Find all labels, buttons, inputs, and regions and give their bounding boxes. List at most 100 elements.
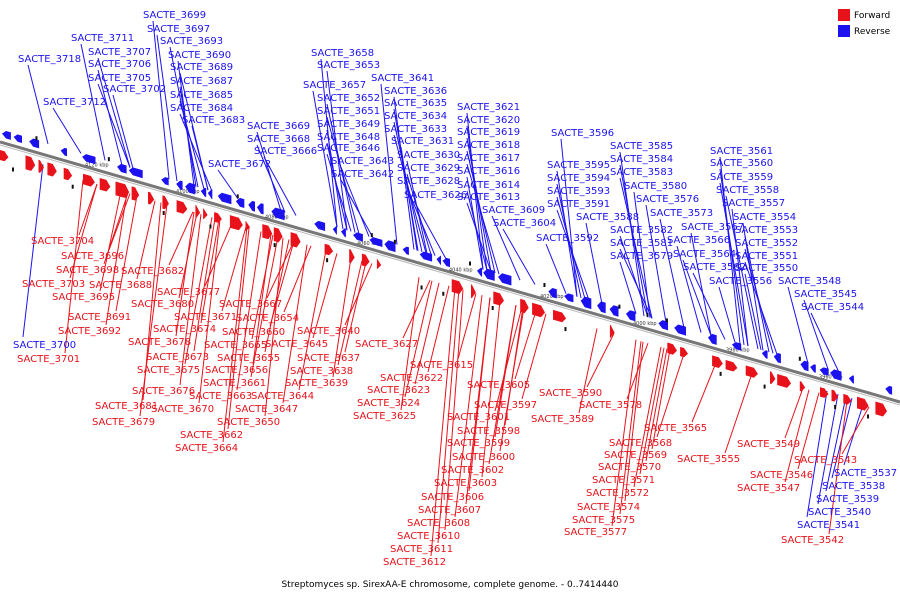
- gene-label: SACTE_3662: [180, 430, 243, 441]
- gene-label: SACTE_3663: [189, 391, 252, 402]
- leader-line-forward: [108, 193, 131, 251]
- reverse-gene-arrow: [353, 232, 363, 242]
- gene-label: SACTE_3620: [457, 115, 520, 126]
- gene-label: SACTE_3572: [586, 488, 649, 499]
- gene-label: SACTE_3567: [681, 222, 744, 233]
- leader-line-forward: [184, 217, 213, 365]
- gene-label: SACTE_3597: [474, 400, 537, 411]
- leader-line-reverse: [22, 164, 44, 338]
- gene-label: SACTE_3545: [794, 289, 857, 300]
- gene-label: SACTE_3548: [778, 276, 841, 287]
- leader-line-forward: [514, 310, 537, 380]
- gene-label: SACTE_3598: [457, 426, 520, 437]
- leader-line-forward: [337, 260, 363, 366]
- chromosome-backbone: [0, 140, 900, 404]
- leader-line-reverse: [744, 273, 762, 350]
- leader-line-forward: [236, 231, 262, 391]
- leader-line-forward: [266, 240, 295, 299]
- reverse-gene-arrow: [761, 350, 768, 359]
- forward-gene-arrow: [712, 355, 723, 368]
- gene-label: SACTE_3547: [737, 483, 800, 494]
- leader-line-reverse: [312, 90, 338, 228]
- forward-gene-arrow: [131, 186, 140, 201]
- reverse-gene-arrow: [810, 364, 816, 373]
- gene-label: SACTE_3669: [247, 121, 310, 132]
- leader-line-forward: [457, 293, 477, 360]
- backbone-shadow: [0, 144, 900, 406]
- forward-gene-arrow: [520, 298, 529, 314]
- leader-line-reverse: [744, 261, 778, 355]
- forward-gene-arrow: [0, 150, 9, 162]
- gene-label: SACTE_3630: [397, 150, 460, 161]
- leader-line-reverse: [682, 259, 712, 336]
- gene-label: SACTE_3664: [175, 443, 238, 454]
- reverse-gene-arrow: [708, 333, 717, 345]
- feature-mark: [867, 414, 870, 419]
- leader-line-forward: [402, 280, 431, 339]
- gene-label: SACTE_3702: [103, 84, 166, 95]
- gene-label: SACTE_3705: [88, 73, 151, 84]
- gene-label: SACTE_3667: [219, 299, 282, 310]
- gene-label: SACTE_3601: [447, 412, 510, 423]
- gene-label: SACTE_3697: [147, 24, 210, 35]
- gene-label: SACTE_3566: [667, 235, 730, 246]
- leader-line-forward: [332, 257, 352, 378]
- reverse-gene-arrow: [402, 246, 409, 255]
- reverse-gene-arrow: [773, 353, 781, 364]
- tick-label: 4040 kbp: [449, 268, 473, 274]
- gene-label: SACTE_3640: [297, 326, 360, 337]
- reverse-gene-arrow: [13, 134, 22, 143]
- leader-line-reverse: [191, 125, 209, 191]
- feature-mark: [798, 356, 801, 361]
- gene-label: SACTE_3647: [235, 404, 298, 415]
- leader-line-forward: [193, 218, 216, 352]
- reverse-gene-arrow: [483, 268, 495, 281]
- forward-gene-arrow: [667, 342, 677, 355]
- gene-label: SACTE_3552: [735, 238, 798, 249]
- leader-line-forward: [691, 362, 717, 423]
- gene-label: SACTE_3619: [457, 127, 520, 138]
- reverse-gene-arrow: [248, 200, 255, 212]
- leader-line-reverse: [152, 20, 170, 179]
- gene-label: SACTE_3650: [217, 417, 280, 428]
- leader-line-forward: [312, 253, 338, 339]
- gene-label: SACTE_3712: [43, 97, 106, 108]
- leader-line-reverse: [112, 94, 134, 169]
- leader-line-forward: [586, 333, 615, 388]
- leader-line-reverse: [585, 222, 603, 305]
- feature-mark: [420, 285, 423, 290]
- leader-line-reverse: [156, 34, 178, 182]
- leader-line-reverse: [502, 228, 536, 285]
- reverse-gene-arrow: [830, 369, 842, 381]
- leader-line-reverse: [27, 64, 49, 144]
- leader-line-reverse: [692, 272, 726, 340]
- gene-label: SACTE_3641: [371, 73, 434, 84]
- gene-label: SACTE_3591: [547, 199, 610, 210]
- gene-label: SACTE_3560: [710, 158, 773, 169]
- leader-line-forward: [521, 313, 547, 400]
- label-leader-lines: [22, 20, 870, 557]
- gene-label: SACTE_3678: [128, 337, 191, 348]
- leader-line-reverse: [619, 261, 637, 314]
- forward-gene-arrow: [262, 224, 273, 240]
- leader-line-forward: [430, 287, 456, 557]
- gene-label: SACTE_3665: [204, 340, 267, 351]
- feature-mark: [468, 261, 471, 266]
- leader-line-reverse: [676, 245, 702, 333]
- gene-label: SACTE_3607: [418, 505, 481, 516]
- leader-line-reverse: [633, 191, 651, 318]
- feature-mark: [107, 157, 110, 162]
- gene-label: SACTE_3671: [174, 312, 237, 323]
- gene-label: SACTE_3553: [735, 225, 798, 236]
- forward-gene-arrow: [770, 371, 776, 384]
- gene-label: SACTE_3571: [592, 475, 655, 486]
- gene-label: SACTE_3677: [157, 287, 220, 298]
- forward-gene-arrow: [162, 195, 169, 210]
- forward-gene-arrow: [195, 204, 201, 219]
- forward-gene-arrow: [99, 178, 111, 192]
- leader-line-forward: [611, 339, 637, 527]
- gene-label: SACTE_3684: [170, 103, 233, 114]
- gene-label: SACTE_3583: [610, 167, 673, 178]
- gene-label: SACTE_3609: [482, 205, 545, 216]
- leader-line-reverse: [97, 69, 123, 166]
